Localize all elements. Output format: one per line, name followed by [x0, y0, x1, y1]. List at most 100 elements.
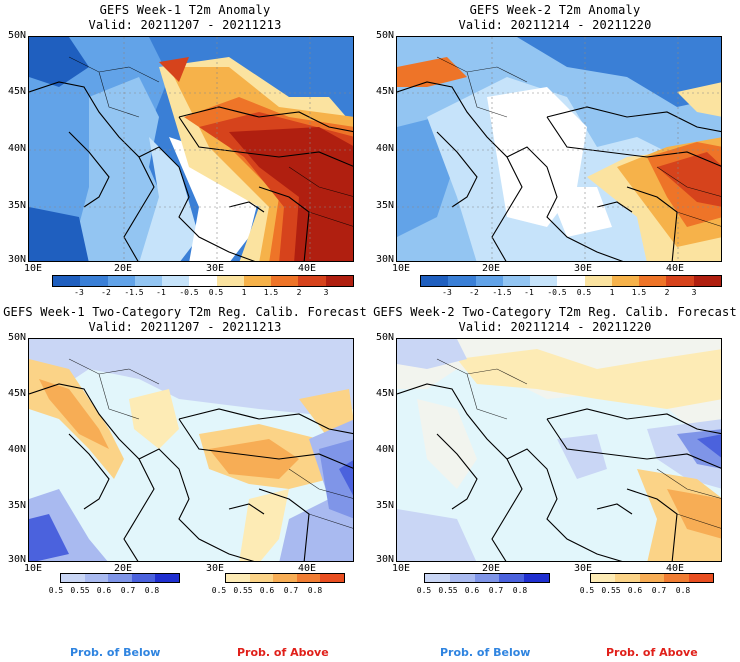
colorbar-tick: 0.6	[96, 586, 112, 595]
colorbar-swatch	[639, 276, 667, 286]
colorbar-tick: 0.6	[627, 586, 643, 595]
lat-label: 35N	[7, 500, 26, 511]
colorbar-tick: -0.5	[547, 288, 567, 297]
panel-valid-dates: Valid: 20211214 - 20211220	[458, 18, 652, 32]
colorbar-swatch	[107, 276, 135, 286]
lon-label: 20E	[481, 263, 501, 274]
above-colorbar	[225, 573, 345, 583]
colorbar-tick: 2	[296, 288, 302, 297]
colorbar-tick: 0.55	[438, 586, 458, 595]
coastline-overlay	[29, 37, 353, 261]
lat-label: 45N	[375, 86, 394, 97]
lat-label: 30N	[375, 254, 394, 265]
lat-label: 40N	[7, 444, 26, 455]
anomaly-map[interactable]	[28, 36, 354, 262]
lat-label: 35N	[375, 200, 394, 211]
prob-below-label: Prob. of Below	[440, 646, 531, 659]
colorbar-tick: 0.5	[48, 586, 64, 595]
lon-label: 40E	[665, 263, 685, 274]
probability-field	[397, 339, 721, 561]
coastline-overlay	[397, 37, 721, 261]
lon-label: 20E	[481, 563, 501, 574]
colorbar-tick: -3	[442, 288, 452, 297]
colorbar-swatch	[639, 574, 665, 582]
colorbar-tick: 0.5	[579, 586, 595, 595]
colorbar-swatch	[530, 276, 558, 286]
colorbar-tick: 0.5	[576, 288, 592, 297]
lon-label: 40E	[297, 563, 317, 574]
colorbar-swatch	[611, 276, 640, 286]
panel-week2-probability: GEFS Week-2 Two-Category T2m Reg. Calib.…	[370, 300, 740, 662]
colorbar-tick: -1.5	[124, 288, 144, 297]
lon-label: 30E	[573, 563, 593, 574]
lat-label: 30N	[7, 254, 26, 265]
coastline-overlay	[397, 358, 721, 561]
lon-label: 10E	[391, 263, 411, 274]
colorbar-swatch	[584, 276, 612, 286]
colorbar-swatch	[591, 574, 616, 582]
colorbar-tick: 1.5	[263, 288, 279, 297]
colorbar-swatch	[557, 276, 585, 286]
colorbar-tick: 0.8	[144, 586, 160, 595]
colorbar-tick: 3	[323, 288, 329, 297]
colorbar-swatch	[666, 276, 694, 286]
colorbar-swatch	[162, 276, 190, 286]
probability-map[interactable]	[28, 338, 354, 562]
colorbar-tick: -0.5	[179, 288, 199, 297]
anomaly-field	[29, 37, 353, 261]
colorbar-swatch	[449, 574, 475, 582]
colorbar-swatch	[499, 574, 525, 582]
coastline-overlay	[29, 358, 353, 561]
colorbar-tick: 0.7	[651, 586, 667, 595]
colorbar-tick: 2	[664, 288, 670, 297]
lat-label: 50N	[7, 30, 26, 41]
panel-title: GEFS Week-2 T2m Anomaly	[469, 3, 641, 17]
colorbar-swatch	[84, 574, 109, 582]
colorbar-swatch	[61, 574, 85, 582]
colorbar-swatch	[448, 276, 476, 286]
colorbar-tick: -2	[101, 288, 111, 297]
colorbar-tick: 0.5	[208, 288, 224, 297]
colorbar-swatch	[226, 574, 250, 582]
prob-above-label: Prob. of Above	[237, 646, 329, 659]
colorbar-tick: -1.5	[492, 288, 512, 297]
colorbar-tick: -1	[156, 288, 166, 297]
lon-label: 40E	[297, 263, 317, 274]
probability-map[interactable]	[396, 338, 722, 562]
colorbar-tick: 0.55	[601, 586, 621, 595]
panel-week1-anomaly: GEFS Week-1 T2m Anomaly Valid: 20211207 …	[0, 0, 370, 300]
colorbar-swatch	[474, 574, 500, 582]
lat-label: 35N	[7, 200, 26, 211]
lat-label: 40N	[375, 444, 394, 455]
colorbar-swatch	[53, 276, 81, 286]
colorbar-tick: 0.8	[675, 586, 691, 595]
colorbar-tick: -2	[469, 288, 479, 297]
colorbar-swatch	[249, 574, 274, 582]
colorbar-swatch	[296, 574, 321, 582]
colorbar-swatch	[273, 574, 297, 582]
colorbar-tick: 0.5	[211, 586, 227, 595]
colorbar-swatch	[108, 574, 132, 582]
lat-label: 50N	[7, 332, 26, 343]
colorbar-swatch	[615, 574, 640, 582]
colorbar-swatch	[325, 276, 353, 286]
colorbar-swatch	[524, 574, 549, 582]
lat-label: 45N	[375, 388, 394, 399]
colorbar-swatch	[80, 276, 108, 286]
panel-title: GEFS Week-1 T2m Anomaly	[99, 3, 271, 17]
colorbar-tick: 1	[609, 288, 615, 297]
above-colorbar	[590, 573, 714, 583]
colorbar-swatch	[693, 276, 721, 286]
colorbar-tick: 3	[691, 288, 697, 297]
anomaly-map[interactable]	[396, 36, 722, 262]
colorbar-swatch	[131, 574, 156, 582]
lat-label: 40N	[375, 143, 394, 154]
lon-label: 20E	[113, 563, 133, 574]
colorbar-tick: 0.55	[70, 586, 90, 595]
below-colorbar	[60, 573, 180, 583]
panel-title: GEFS Week-1 Two-Category T2m Reg. Calib.…	[3, 305, 367, 319]
lon-label: 10E	[23, 563, 43, 574]
colorbar-swatch	[243, 276, 272, 286]
colorbar-swatch	[155, 574, 179, 582]
colorbar-tick: -1	[524, 288, 534, 297]
